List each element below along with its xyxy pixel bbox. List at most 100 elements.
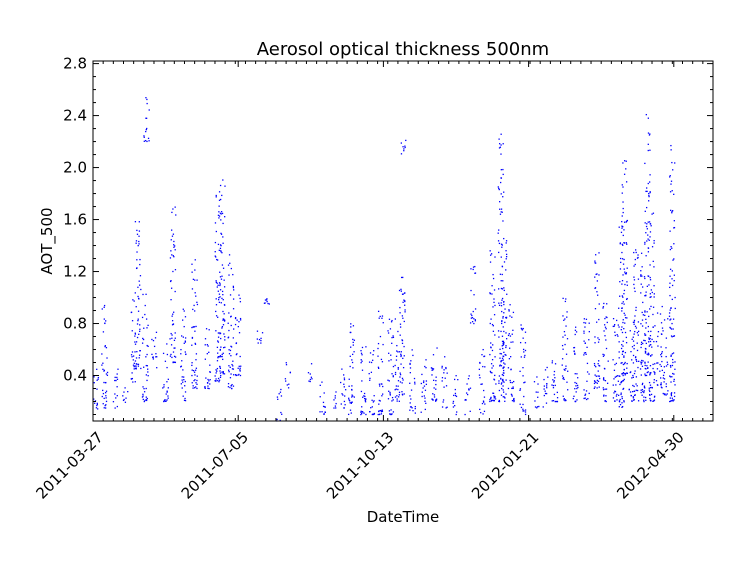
data-point — [650, 330, 652, 333]
data-point — [503, 237, 505, 240]
data-point — [400, 276, 403, 279]
data-point — [649, 337, 651, 340]
data-point — [170, 239, 172, 241]
data-point — [660, 386, 663, 388]
data-point — [489, 292, 491, 294]
y-tick-label: 1.2 — [63, 263, 87, 281]
data-point — [196, 279, 198, 281]
data-point — [500, 243, 503, 245]
data-point — [625, 181, 628, 183]
data-point — [220, 346, 222, 348]
data-point — [409, 402, 411, 404]
data-point — [351, 394, 353, 396]
data-point — [239, 317, 242, 320]
data-point — [380, 358, 383, 361]
data-point — [633, 276, 635, 278]
data-point — [135, 240, 138, 242]
data-point — [472, 310, 474, 313]
data-point — [614, 334, 616, 337]
data-point — [631, 338, 633, 340]
data-point — [644, 222, 646, 224]
data-point — [604, 380, 607, 382]
data-point — [670, 392, 673, 395]
data-point — [145, 130, 147, 133]
data-point — [400, 290, 402, 292]
data-point — [501, 382, 503, 384]
data-point — [217, 356, 219, 358]
data-point — [505, 253, 508, 256]
data-point — [455, 413, 457, 416]
data-point — [431, 369, 433, 371]
data-point — [224, 216, 226, 218]
data-point — [379, 400, 381, 402]
data-point — [512, 329, 514, 331]
data-point — [619, 268, 622, 270]
data-point — [309, 378, 312, 381]
data-point — [644, 387, 646, 389]
data-point — [647, 132, 650, 134]
data-point — [501, 299, 503, 301]
data-point — [446, 406, 448, 408]
data-point — [142, 395, 144, 397]
data-point — [641, 388, 644, 391]
data-point — [134, 292, 136, 294]
data-point — [195, 353, 198, 355]
data-point — [493, 289, 496, 291]
data-point — [587, 398, 589, 400]
data-point — [555, 400, 557, 403]
data-point — [500, 330, 502, 333]
data-point — [620, 392, 622, 394]
data-point — [500, 394, 503, 396]
data-point — [436, 347, 438, 349]
data-point — [139, 324, 141, 326]
data-point — [646, 190, 648, 193]
data-point — [501, 320, 503, 323]
data-point — [184, 341, 187, 343]
data-point — [392, 336, 395, 339]
data-point — [662, 392, 664, 395]
data-point — [377, 355, 379, 357]
data-point — [195, 386, 197, 388]
data-point — [230, 315, 232, 317]
data-point — [586, 371, 589, 373]
data-point — [656, 362, 658, 364]
data-point — [387, 398, 390, 400]
data-point — [490, 371, 492, 374]
data-point — [523, 351, 525, 353]
data-point — [410, 406, 412, 408]
data-point — [520, 324, 522, 326]
data-point — [173, 311, 175, 313]
data-point — [616, 393, 618, 396]
data-point — [670, 318, 672, 320]
data-point — [152, 358, 155, 360]
data-point — [622, 340, 624, 342]
data-point — [626, 372, 628, 374]
data-point — [175, 214, 177, 216]
data-point — [239, 374, 242, 377]
data-point — [379, 335, 382, 338]
data-point — [640, 323, 642, 325]
data-point — [154, 337, 157, 339]
data-point — [227, 337, 229, 339]
data-point — [672, 399, 674, 401]
data-point — [173, 256, 175, 258]
data-point — [674, 296, 676, 299]
data-point — [665, 383, 667, 385]
data-point — [669, 230, 671, 232]
data-point — [430, 367, 433, 369]
data-point — [524, 331, 527, 333]
data-point — [598, 338, 600, 341]
data-point — [615, 384, 617, 386]
data-point — [191, 337, 194, 339]
data-point — [170, 287, 173, 289]
data-point — [155, 353, 157, 355]
data-point — [410, 389, 413, 391]
data-point — [395, 388, 397, 390]
data-point — [143, 366, 145, 368]
data-point — [334, 397, 336, 399]
data-point — [632, 376, 634, 379]
data-point — [524, 342, 527, 344]
data-point — [145, 399, 148, 402]
data-point — [387, 379, 389, 381]
data-point — [584, 326, 586, 328]
